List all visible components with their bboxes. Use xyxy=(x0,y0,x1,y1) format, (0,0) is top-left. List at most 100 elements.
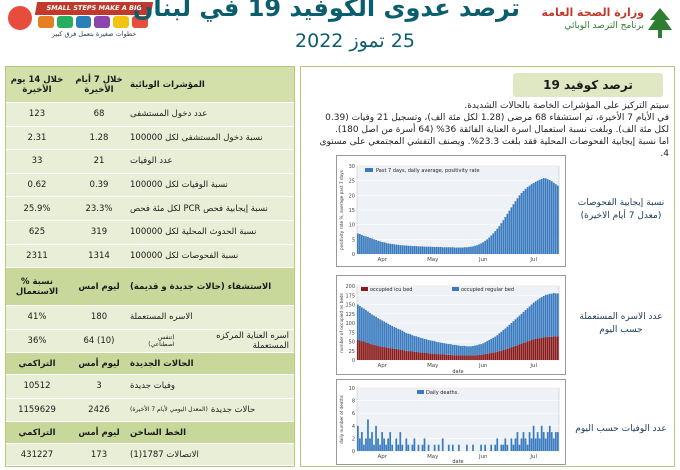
regular-bed-bar xyxy=(506,326,509,349)
header-usage-pct: % نسبة الاستعمال xyxy=(15,276,59,297)
positivity-bar xyxy=(419,246,422,254)
cell-value: 1.28 xyxy=(89,132,109,143)
positivity-bar xyxy=(421,246,424,254)
regular-bed-bar xyxy=(417,337,420,353)
positivity-bar xyxy=(480,243,482,254)
regular-bed-bar xyxy=(526,308,529,342)
death-bar xyxy=(405,438,408,451)
death-bar xyxy=(556,432,559,451)
regular-bed-bar xyxy=(363,308,365,342)
death-bar xyxy=(548,425,551,451)
regular-bed-bar xyxy=(540,297,543,338)
positivity-bar xyxy=(433,246,436,254)
icu-bed-bar xyxy=(542,337,545,360)
regular-bed-bar xyxy=(482,343,484,355)
death-bar xyxy=(451,444,454,451)
icu-bed-bar xyxy=(510,347,513,360)
icu-bed-bar xyxy=(443,354,446,360)
positivity-bar xyxy=(429,246,432,254)
regular-bed-bar xyxy=(399,329,402,350)
cell-label: عدد الوفيات xyxy=(130,150,294,173)
regular-bed-bar xyxy=(393,327,396,349)
regular-bed-bar xyxy=(427,340,430,354)
regular-bed-bar xyxy=(554,293,557,337)
icu-bed-bar xyxy=(415,351,418,360)
positivity-bar xyxy=(526,187,529,254)
y-tick-label: 2 xyxy=(352,436,355,442)
positivity-bar xyxy=(367,236,369,254)
cell-value: 25.9% xyxy=(23,203,51,214)
cell-label: نسبة إيجابية فحص PCR لكل مئة فحص xyxy=(130,197,294,220)
regular-bed-bar xyxy=(522,311,525,343)
y-axis-label: positivity rate %, average past 7 days xyxy=(339,170,344,250)
cell-label: نسبة الوفيات لكل 100000 xyxy=(130,174,294,197)
regular-bed-bar xyxy=(530,304,533,341)
positivity-bar xyxy=(492,233,495,254)
death-bar xyxy=(365,438,367,451)
icu-bed-bar xyxy=(405,350,408,360)
positivity-bar xyxy=(425,246,428,254)
death-bar xyxy=(361,432,363,451)
icu-bed-bar xyxy=(423,352,426,360)
death-bar xyxy=(554,432,557,451)
legend-swatch xyxy=(452,287,459,291)
y-tick-label: 25 xyxy=(349,179,355,185)
death-bar xyxy=(389,432,392,451)
positivity-bar xyxy=(401,245,404,254)
row-label: نسبة الوفيات لكل 100000 xyxy=(130,180,228,191)
regular-bed-bar xyxy=(550,293,553,337)
regular-bed-bar xyxy=(516,317,519,346)
regular-bed-bar xyxy=(548,293,551,337)
positivity-bar xyxy=(528,185,531,254)
positivity-bar xyxy=(359,234,361,254)
regular-bed-bar xyxy=(433,341,436,354)
regular-bed-bar xyxy=(419,337,422,353)
regular-bed-bar xyxy=(520,313,523,344)
indicators-table: خلال 14 يوم الأخيرة خلال 7 أيام الأخيرة … xyxy=(5,66,295,468)
positivity-bar xyxy=(375,239,377,254)
positivity-bar xyxy=(407,245,410,254)
row-label: عدد دخول المستشفى xyxy=(130,109,208,120)
table-row: 10512 3 وفيات جديدة xyxy=(6,375,294,399)
death-bar xyxy=(407,444,410,451)
row-label: اسره العناية المركزه المستعملة xyxy=(216,330,289,351)
positivity-bar xyxy=(512,204,515,254)
death-bar xyxy=(458,444,460,451)
regular-bed-bar xyxy=(528,306,531,341)
deaths-chart: 0 2 4 6 8 10 Apr May Jun Jul daily number of death… xyxy=(336,379,566,465)
regular-bed-bar xyxy=(371,314,373,345)
death-bar xyxy=(500,444,503,451)
table-row: 431227 173 الاتصالات 1787(1) xyxy=(6,444,294,467)
regular-bed-bar xyxy=(379,319,381,347)
death-bar xyxy=(411,444,414,451)
positivity-bar xyxy=(377,240,379,254)
icu-bed-bar xyxy=(534,338,537,360)
regular-bed-bar xyxy=(486,341,488,354)
positivity-bar xyxy=(365,236,367,254)
new-cases-header-row: التراكمي ليوم أمس الحالات الجديدة xyxy=(6,353,294,376)
positivity-bar xyxy=(494,231,497,254)
death-bar xyxy=(427,444,430,451)
cell-value: 180 xyxy=(90,312,108,323)
cell-value: 41% xyxy=(27,312,47,323)
positivity-bar xyxy=(423,246,426,254)
x-axis-label: date xyxy=(452,369,463,374)
positivity-bar xyxy=(453,247,456,254)
icu-bed-bar xyxy=(385,347,387,360)
death-bar xyxy=(437,444,440,451)
cell-value: 319 xyxy=(90,227,108,238)
positivity-bar xyxy=(520,192,523,254)
covid-panel: ترصد كوفيد 19 سيتم التركيز على المؤشرات … xyxy=(300,66,675,467)
y-tick-label: 50 xyxy=(349,340,355,346)
positivity-bar xyxy=(534,181,537,254)
positivity-bar xyxy=(478,244,480,254)
cell-value: 0.39 xyxy=(89,180,109,191)
icu-bed-bar xyxy=(482,354,484,360)
page-title: ترصد عدوى الكوفيد 19 في لبنان xyxy=(132,0,520,22)
table-header-row: خلال 14 يوم الأخيرة خلال 7 أيام الأخيرة … xyxy=(6,67,294,103)
icu-bed-bar xyxy=(407,351,410,360)
icu-bed-bar xyxy=(496,351,499,360)
positivity-bar xyxy=(399,245,402,254)
death-bar xyxy=(385,444,387,451)
row-note: (المعدل اليومي لأيام 7 الأخيرة) xyxy=(130,406,208,414)
